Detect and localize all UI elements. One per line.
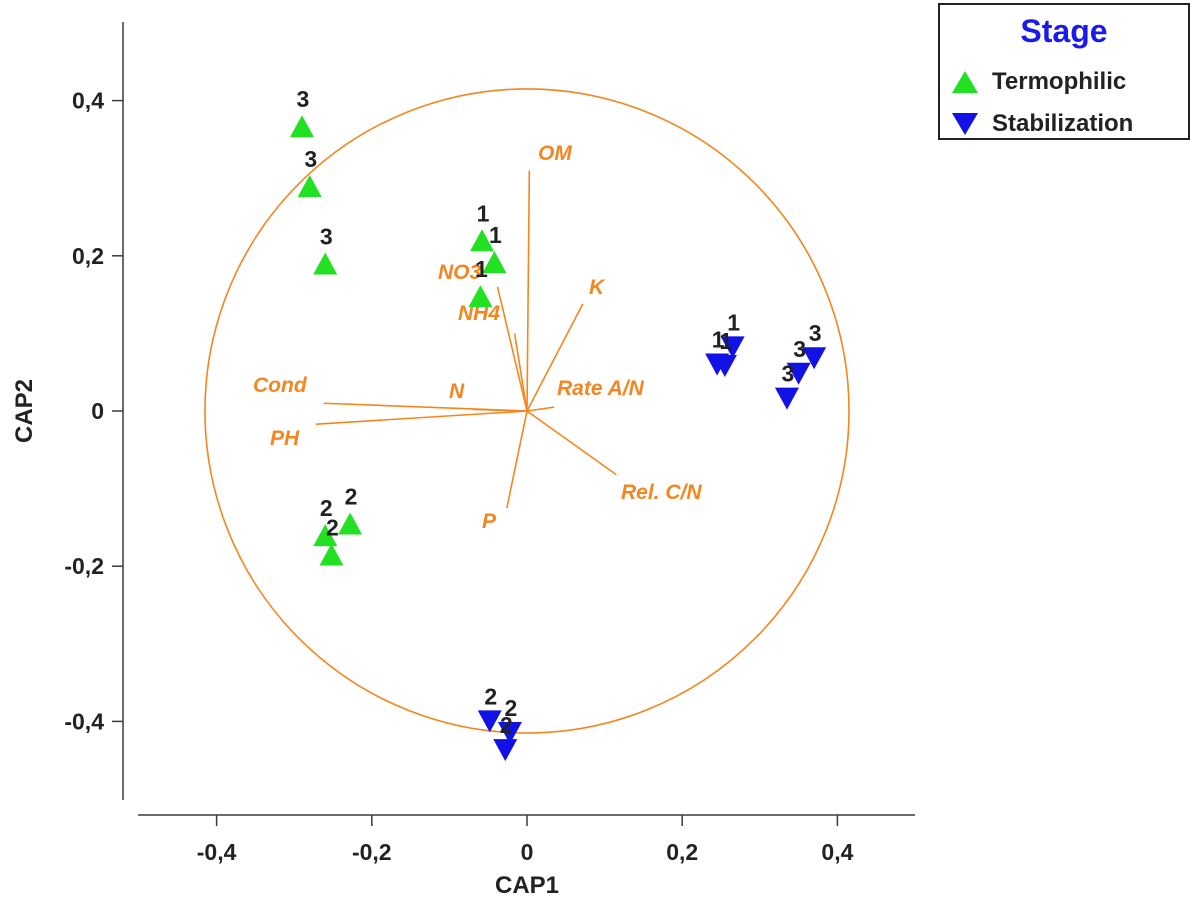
termophilic-point bbox=[289, 115, 314, 138]
y-tick-label: 0,4 bbox=[72, 88, 104, 114]
stabilization-point bbox=[786, 362, 811, 385]
point-label: 1 bbox=[712, 326, 725, 352]
point-label: 2 bbox=[320, 495, 333, 521]
point-label: 3 bbox=[304, 146, 317, 172]
stabilization-point bbox=[493, 739, 518, 762]
x-ticks: -0,4 -0,2 0 0,2 0,4 bbox=[197, 815, 854, 865]
vector-label-nh4: NH4 bbox=[458, 302, 500, 325]
termophilic-point bbox=[469, 229, 494, 252]
point-label: 2 bbox=[500, 712, 513, 738]
y-axis-title: CAP2 bbox=[11, 379, 38, 443]
x-tick-label: -0,2 bbox=[352, 839, 392, 865]
point-label: 3 bbox=[320, 224, 333, 250]
vector-group: OM K NO3 NH4 Cond N PH Rate A/N Rel. C/N P bbox=[253, 142, 702, 533]
stabilization-point bbox=[802, 347, 827, 370]
termophilic-point bbox=[297, 174, 322, 197]
vector-no3 bbox=[496, 286, 528, 412]
x-tick-label: 0 bbox=[521, 839, 534, 865]
termophilic-point bbox=[319, 543, 344, 566]
point-label: 1 bbox=[475, 256, 488, 282]
termophilic-point bbox=[338, 512, 363, 535]
x-axis-title: CAP1 bbox=[495, 872, 559, 899]
stabilization-point bbox=[774, 387, 799, 410]
vector-label-rate-a-n: Rate A/N bbox=[557, 377, 645, 400]
point-label: 2 bbox=[505, 695, 518, 721]
stabilization-point bbox=[720, 336, 745, 359]
vector-nh4 bbox=[513, 333, 528, 412]
legend-item-stabilization: Stabilization bbox=[950, 109, 1133, 139]
stabilization-point bbox=[477, 710, 502, 733]
legend-label-stabilization: Stabilization bbox=[992, 110, 1134, 137]
vector-ph bbox=[315, 410, 528, 425]
vector-label-n: N bbox=[449, 380, 465, 403]
point-label: 1 bbox=[477, 200, 490, 226]
vector-label-p: P bbox=[482, 510, 497, 533]
stabilization-point bbox=[497, 722, 522, 745]
x-tick-label: 0,4 bbox=[821, 839, 853, 865]
vector-rate-a-n bbox=[526, 406, 555, 412]
point-label: 2 bbox=[484, 683, 497, 709]
vector-label-cond: Cond bbox=[253, 374, 308, 397]
point-label: 3 bbox=[297, 86, 310, 112]
legend-label-termophilic: Termophilic bbox=[992, 68, 1127, 95]
vector-label-k: K bbox=[589, 276, 606, 299]
legend-title: Stage bbox=[1020, 13, 1108, 49]
point-label: 3 bbox=[809, 320, 822, 346]
y-ticks: -0,4 -0,2 0 0,2 0,4 bbox=[64, 88, 123, 734]
termophilic-point bbox=[313, 252, 338, 275]
correlation-circle-group bbox=[204, 88, 850, 734]
y-tick-label: 0 bbox=[91, 398, 104, 424]
vector-label-rel-c-n: Rel. C/N bbox=[621, 481, 702, 504]
legend-item-termophilic: Termophilic bbox=[950, 67, 1126, 97]
termophilic-point bbox=[482, 251, 507, 274]
x-tick-label: -0,4 bbox=[197, 839, 237, 865]
triangle-down-icon bbox=[952, 113, 978, 135]
legend: Stage Termophilic Stabilization bbox=[938, 3, 1190, 140]
vector-p bbox=[506, 410, 528, 509]
triangle-up-icon bbox=[952, 71, 978, 93]
point-label: 2 bbox=[345, 484, 358, 510]
point-label: 2 bbox=[326, 515, 339, 541]
axes bbox=[122, 22, 915, 816]
point-label: 1 bbox=[727, 309, 740, 335]
x-tick-label: 0,2 bbox=[666, 839, 698, 865]
vector-label-no3: NO3 bbox=[438, 261, 482, 284]
y-tick-label: -0,4 bbox=[64, 708, 104, 734]
vector-label-om: OM bbox=[538, 142, 572, 165]
vector-label-ph: PH bbox=[270, 427, 300, 450]
termophilic-point bbox=[313, 524, 338, 547]
point-label: 3 bbox=[782, 361, 795, 387]
correlation-circle bbox=[204, 88, 850, 734]
y-tick-label: 0,2 bbox=[72, 243, 104, 269]
y-tick-label: -0,2 bbox=[64, 553, 104, 579]
stabilization-point bbox=[705, 353, 730, 376]
point-label: 3 bbox=[793, 336, 806, 362]
point-label: 1 bbox=[719, 328, 732, 354]
point-label: 1 bbox=[489, 222, 502, 248]
termophilic-point bbox=[468, 285, 493, 308]
vector-k bbox=[526, 303, 584, 412]
vector-n bbox=[472, 408, 528, 412]
vector-rel-c-n bbox=[526, 410, 617, 476]
vector-om bbox=[526, 170, 531, 412]
